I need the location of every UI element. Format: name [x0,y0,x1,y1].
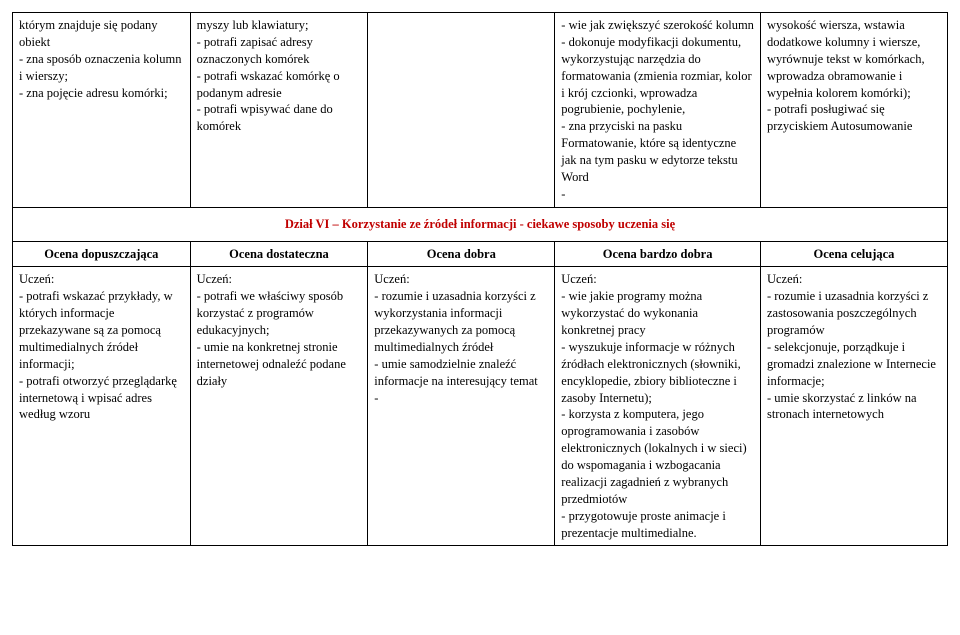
section-title: Dział VI – Korzystanie ze źródeł informa… [13,207,948,241]
cell-r2c5: Uczeń: - rozumie i uzasadnia korzyści z … [760,267,947,546]
header-row: Ocena dopuszczająca Ocena dostateczna Oc… [13,241,948,267]
cell-r2c4: Uczeń: - wie jakie programy można wykorz… [555,267,761,546]
cell-r1c1: którym znajduje się podany obiekt - zna … [13,13,191,208]
table-row: którym znajduje się podany obiekt - zna … [13,13,948,208]
header-ocena-dostateczna: Ocena dostateczna [190,241,368,267]
header-ocena-celujaca: Ocena celująca [760,241,947,267]
cell-r1c2: myszy lub klawiatury; - potrafi zapisać … [190,13,368,208]
cell-r2c3: Uczeń: - rozumie i uzasadnia korzyści z … [368,267,555,546]
cell-r2c1: Uczeń: - potrafi wskazać przykłady, w kt… [13,267,191,546]
cell-r1c4: - wie jak zwiększyć szerokość kolumn - d… [555,13,761,208]
cell-r1c3 [368,13,555,208]
section-title-row: Dział VI – Korzystanie ze źródeł informa… [13,207,948,241]
cell-r1c5: wysokość wiersza, wstawia dodatkowe kolu… [760,13,947,208]
header-ocena-dobra: Ocena dobra [368,241,555,267]
header-ocena-dopuszczajaca: Ocena dopuszczająca [13,241,191,267]
cell-r2c2: Uczeń: - potrafi we właściwy sposób korz… [190,267,368,546]
table-row: Uczeń: - potrafi wskazać przykłady, w kt… [13,267,948,546]
header-ocena-bardzo-dobra: Ocena bardzo dobra [555,241,761,267]
curriculum-table: którym znajduje się podany obiekt - zna … [12,12,948,546]
